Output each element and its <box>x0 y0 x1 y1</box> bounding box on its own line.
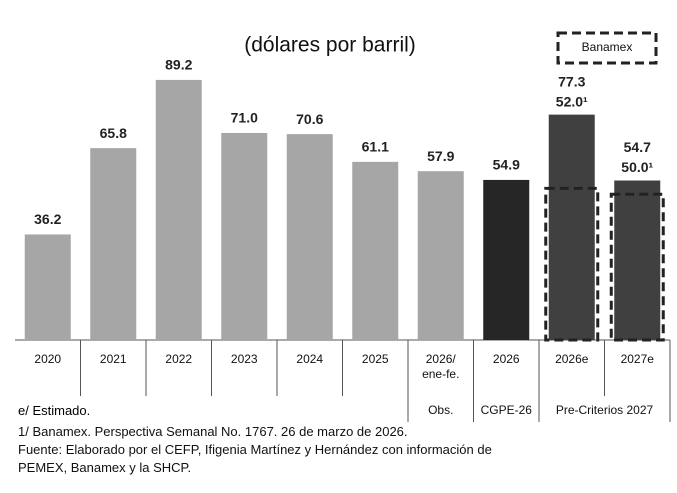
bar <box>90 148 137 340</box>
x-tick-label: 2026e <box>555 352 589 366</box>
x-tick-label: 2021 <box>99 352 127 366</box>
value-label: 54.9 <box>493 157 520 173</box>
x-tick-label: 2022 <box>165 352 193 366</box>
group-label: CGPE-26 <box>480 403 532 417</box>
bar <box>221 132 268 340</box>
notes: 1/ Banamex. Perspectiva Semanal No. 1767… <box>18 423 492 477</box>
value-label: 70.6 <box>296 111 323 127</box>
x-tick-label: 2024 <box>296 352 324 366</box>
overlay-box <box>609 192 665 342</box>
value-label: 36.2 <box>34 211 61 227</box>
x-tick-label: 2026/ ene-fe. <box>422 352 460 381</box>
x-tick-label: 2027e <box>620 352 654 366</box>
bar <box>614 180 661 340</box>
x-tick-label: 2020 <box>34 352 62 366</box>
group-label: Obs. <box>428 403 454 417</box>
overlay-box <box>544 186 600 342</box>
value-label: 89.2 <box>165 57 192 73</box>
overlay-label: 52.0¹ <box>556 93 588 109</box>
bar <box>417 171 464 340</box>
value-label: 65.8 <box>100 125 127 141</box>
overlay-label: 50.0¹ <box>621 159 653 175</box>
legend-box <box>556 31 658 65</box>
note-line: PEMEX, Banamex y la SHCP. <box>18 460 192 475</box>
bar <box>24 234 71 340</box>
note-line: Fuente: Elaborado por el CEFP, Ifigenia … <box>18 442 492 457</box>
x-tick-label: 2026 <box>492 352 520 366</box>
legend-label: Banamex <box>582 40 633 54</box>
x-tick-label: 2025 <box>361 352 389 366</box>
bar <box>286 134 333 340</box>
x-tick-label: 2023 <box>230 352 258 366</box>
group-label: Pre-Criterios 2027 <box>555 403 654 417</box>
bar <box>548 114 595 341</box>
value-label: 54.7 <box>624 139 651 155</box>
chart-title: (dólares por barril) <box>244 34 416 57</box>
value-label: 71.0 <box>231 110 258 126</box>
note-line: 1/ Banamex. Perspectiva Semanal No. 1767… <box>18 424 408 439</box>
bar <box>483 179 530 340</box>
bar <box>155 79 202 341</box>
value-label: 77.3 <box>558 73 585 89</box>
bar <box>352 161 399 340</box>
estimate-note: e/ Estimado. <box>18 403 91 418</box>
value-label: 57.9 <box>427 148 454 164</box>
value-label: 61.1 <box>362 139 389 155</box>
